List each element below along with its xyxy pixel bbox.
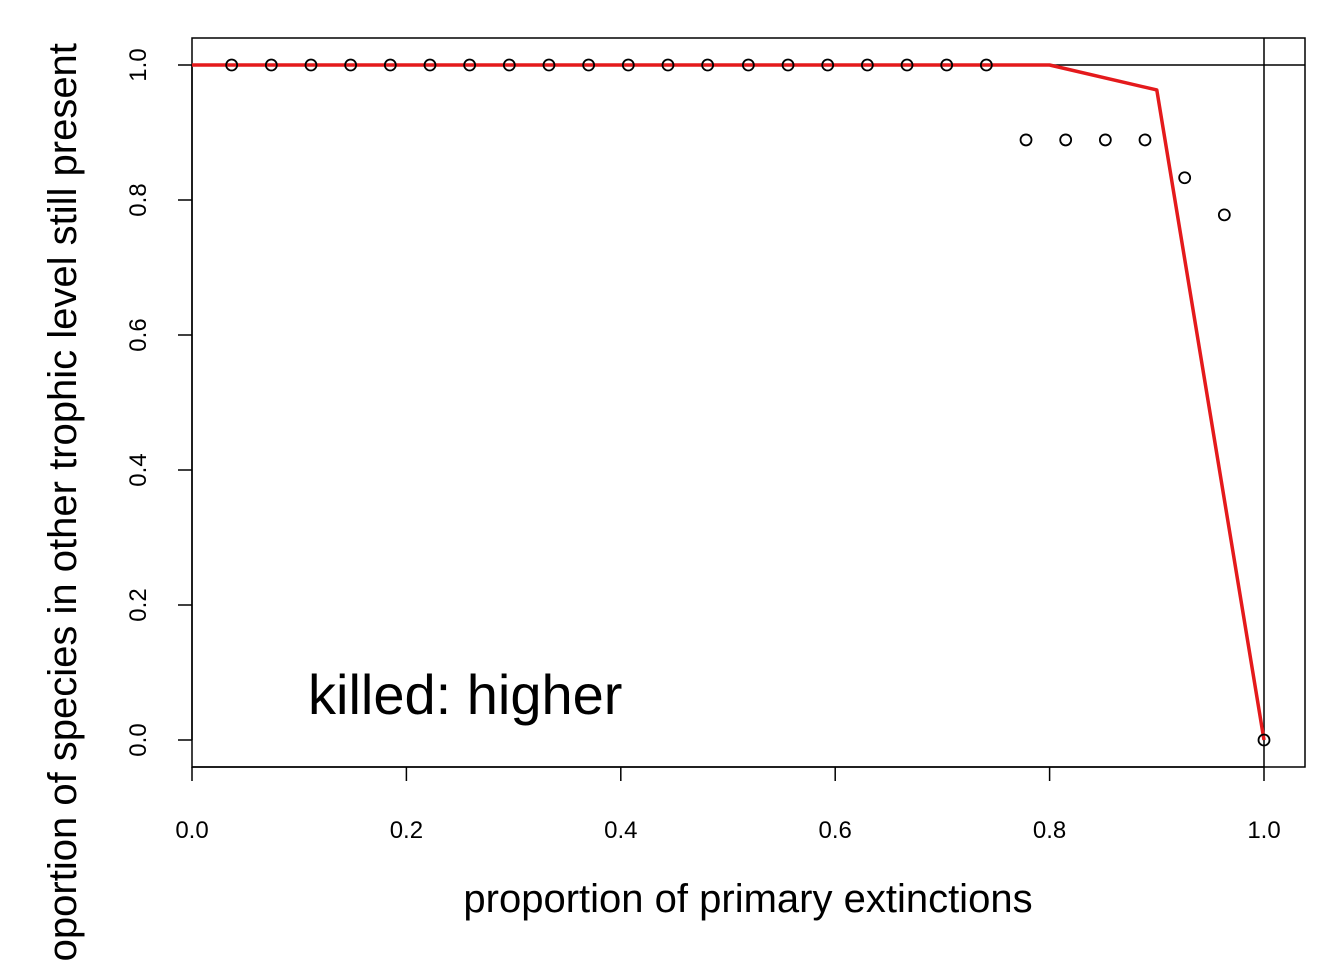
data-point xyxy=(1098,133,1112,147)
data-point xyxy=(463,58,477,72)
x-axis: 0.0 0.2 0.4 0.6 0.8 1.0 xyxy=(175,766,1281,844)
x-tick-label: 1.0 xyxy=(1247,817,1280,844)
scatter-points-series xyxy=(225,58,1271,747)
x-tick-label: 0.8 xyxy=(1033,817,1066,844)
y-tick-label: 1.0 xyxy=(125,48,152,81)
data-point xyxy=(821,58,835,72)
x-tick-label: 0.0 xyxy=(175,817,208,844)
red-line-series xyxy=(192,63,1266,741)
y-axis-label: proportion of species in other trophic l… xyxy=(41,43,85,960)
data-point xyxy=(940,58,954,72)
y-tick-label: 0.8 xyxy=(125,183,152,216)
data-point xyxy=(781,58,795,72)
data-point xyxy=(1059,133,1073,147)
y-tick-label: 0.0 xyxy=(125,723,152,756)
data-point xyxy=(1257,733,1271,747)
data-point xyxy=(542,58,556,72)
data-point xyxy=(621,58,635,72)
data-point xyxy=(741,58,755,72)
data-point xyxy=(502,58,516,72)
y-tick-label: 0.4 xyxy=(125,453,152,486)
data-point xyxy=(1019,133,1033,147)
y-tick-label: 0.2 xyxy=(125,588,152,621)
killed-annotation: killed: higher xyxy=(308,663,622,726)
data-point xyxy=(225,58,239,72)
data-point xyxy=(1217,208,1231,222)
data-point xyxy=(344,58,358,72)
data-point xyxy=(383,58,397,72)
data-point xyxy=(979,58,993,72)
data-point xyxy=(1138,133,1152,147)
y-axis: 0.0 0.2 0.4 0.6 0.8 1.0 xyxy=(125,48,193,757)
data-point xyxy=(423,58,437,72)
x-tick-label: 0.2 xyxy=(390,817,423,844)
data-point xyxy=(582,58,596,72)
data-point xyxy=(701,58,715,72)
red-trend-line xyxy=(192,63,1266,741)
x-tick-label: 0.4 xyxy=(604,817,637,844)
y-tick-label: 0.6 xyxy=(125,318,152,351)
data-point xyxy=(1178,171,1192,185)
data-point xyxy=(264,58,278,72)
x-tick-label: 0.6 xyxy=(819,817,852,844)
data-point xyxy=(304,58,318,72)
data-point xyxy=(661,58,675,72)
data-point xyxy=(900,58,914,72)
x-axis-label: proportion of primary extinctions xyxy=(463,877,1032,921)
data-point xyxy=(860,58,874,72)
